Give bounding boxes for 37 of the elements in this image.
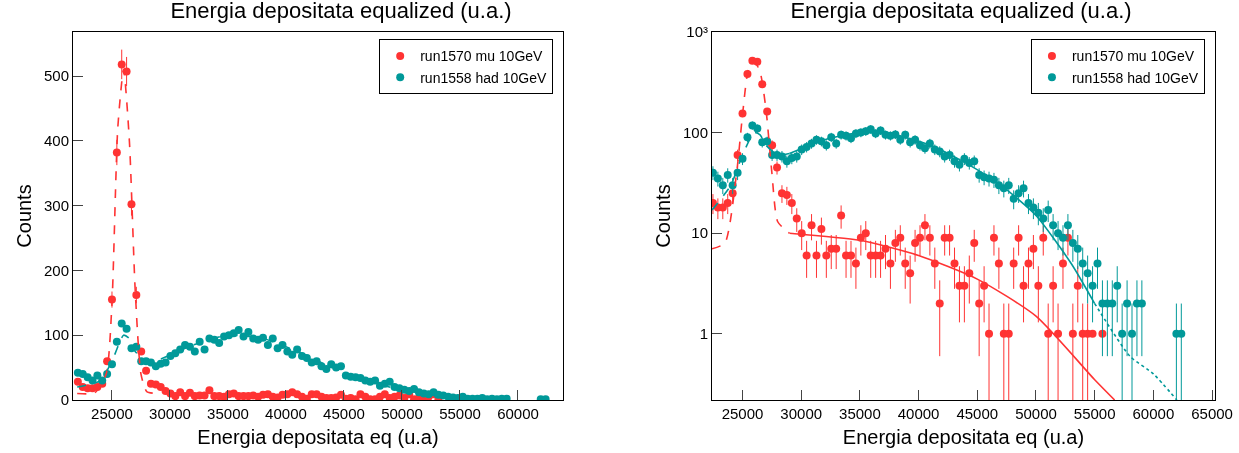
y-axis-title: Counts xyxy=(13,184,36,248)
x-tick-label: 35000 xyxy=(207,405,249,422)
x-tick-label: 55000 xyxy=(439,405,481,422)
x-tick-label: 60000 xyxy=(1132,405,1175,422)
y-axis-title: Counts xyxy=(652,184,675,248)
y-tick-label: 0 xyxy=(60,391,69,409)
legend-label: run1570 mu 10GeV xyxy=(1071,48,1195,65)
x-axis-title: Energia depositata eq (u.a) xyxy=(842,425,1085,448)
x-tick-label: 60000 xyxy=(497,405,539,422)
x-tick-label: 30000 xyxy=(149,405,191,422)
x-tick-label: 45000 xyxy=(323,405,365,422)
x-tick-label: 45000 xyxy=(956,405,999,422)
y-tick-label: 300 xyxy=(43,196,69,214)
chart-title: Energia depositata equalized (u.a.) xyxy=(170,0,512,23)
y-tick-label: 400 xyxy=(43,132,69,150)
x-tick-label: 25000 xyxy=(721,405,764,422)
x-tick-label: 50000 xyxy=(1015,405,1057,422)
x-tick-label: 35000 xyxy=(839,405,881,422)
y-tick-label: 10³ xyxy=(686,23,708,41)
y-tick-label: 10 xyxy=(691,224,708,242)
y-tick-label: 100 xyxy=(682,123,708,141)
x-tick-label: 40000 xyxy=(265,405,307,422)
y-tick-label: 500 xyxy=(43,67,69,85)
x-tick-label: 30000 xyxy=(780,405,823,422)
chart-title: Energia depositata equalized (u.a.) xyxy=(790,0,1132,23)
legend-label: run1558 had 10GeV xyxy=(420,69,547,86)
legend-label: run1558 had 10GeV xyxy=(1071,69,1199,86)
y-tick-label: 200 xyxy=(43,261,69,279)
x-axis-title: Energia depositata eq (u.a) xyxy=(197,425,439,448)
legend-label: run1570 mu 10GeV xyxy=(420,48,544,65)
x-tick-label: 25000 xyxy=(91,405,133,422)
x-tick-label: 55000 xyxy=(1073,405,1116,422)
y-tick-label: 1 xyxy=(699,325,708,343)
x-tick-label: 40000 xyxy=(897,405,940,422)
x-tick-label: 65000 xyxy=(1191,405,1233,422)
x-tick-label: 50000 xyxy=(381,405,423,422)
y-tick-label: 100 xyxy=(43,326,69,344)
